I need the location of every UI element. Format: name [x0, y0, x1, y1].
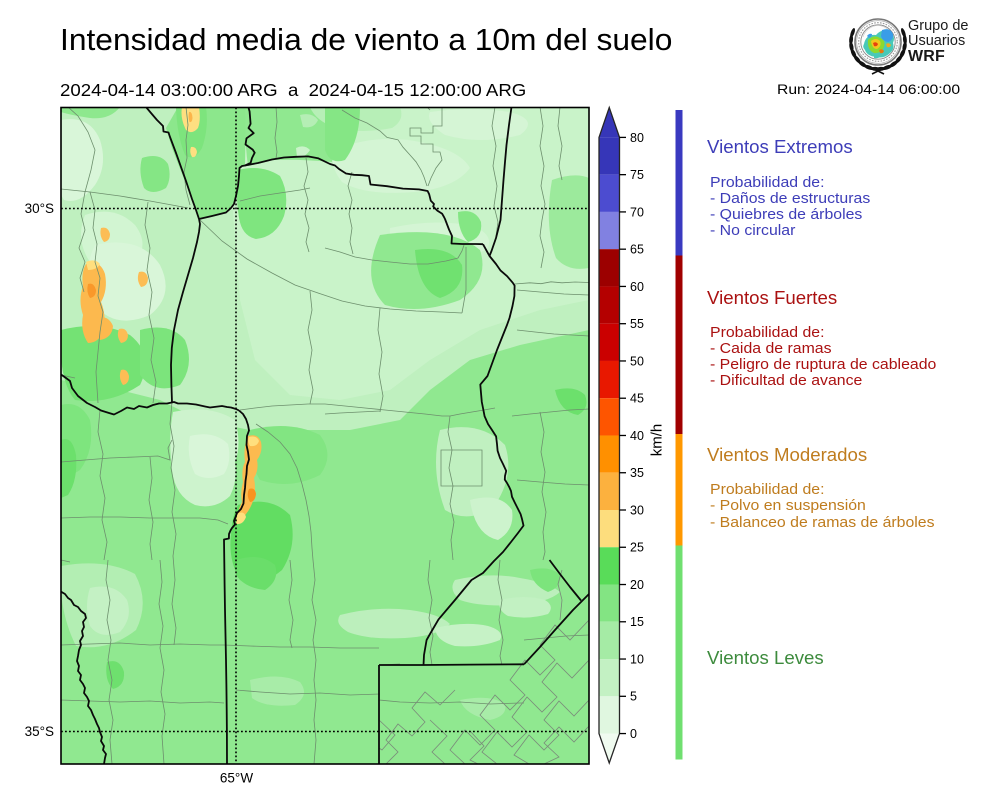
- svg-text:45: 45: [630, 392, 644, 406]
- svg-text:65°W: 65°W: [220, 771, 253, 786]
- svg-text:60: 60: [630, 280, 644, 294]
- svg-text:35°S: 35°S: [25, 724, 54, 739]
- svg-text:75: 75: [630, 168, 644, 182]
- svg-text:40: 40: [630, 429, 644, 443]
- svg-text:km/h: km/h: [649, 424, 666, 457]
- svg-text:70: 70: [630, 205, 644, 219]
- svg-text:30°S: 30°S: [25, 201, 54, 216]
- svg-text:65: 65: [630, 243, 644, 257]
- svg-text:80: 80: [630, 131, 644, 145]
- svg-text:15: 15: [630, 615, 644, 629]
- svg-text:55: 55: [630, 317, 644, 331]
- svg-text:10: 10: [630, 652, 644, 666]
- svg-text:50: 50: [630, 354, 644, 368]
- svg-text:25: 25: [630, 541, 644, 555]
- svg-text:35: 35: [630, 466, 644, 480]
- svg-text:5: 5: [630, 690, 637, 704]
- svg-text:30: 30: [630, 503, 644, 517]
- svg-text:0: 0: [630, 727, 637, 741]
- svg-text:20: 20: [630, 578, 644, 592]
